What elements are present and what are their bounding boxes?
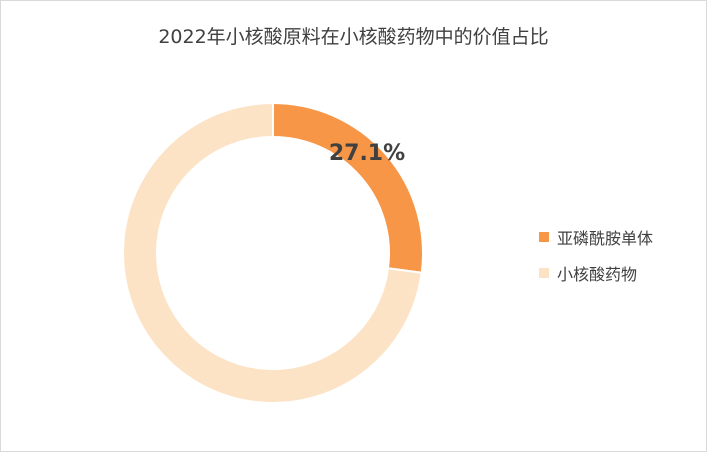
legend-label-1: 小核酸药物: [557, 265, 638, 284]
donut-slices: [122, 101, 424, 404]
legend-item-1: 小核酸药物: [539, 261, 653, 285]
data-label-slice-0: 27.1%: [329, 141, 405, 166]
legend-swatch-1: [539, 268, 549, 278]
legend-swatch-0: [539, 232, 549, 242]
legend-label-0: 亚磷酰胺单体: [557, 229, 654, 248]
legend: 亚磷酰胺单体 小核酸药物: [539, 225, 653, 297]
legend-item-0: 亚磷酰胺单体: [539, 225, 653, 249]
donut-slice-1: [122, 101, 423, 404]
donut-slice-0: [272, 101, 424, 274]
chart-title: 2022年小核酸原料在小核酸药物中的价值占比: [158, 26, 549, 48]
